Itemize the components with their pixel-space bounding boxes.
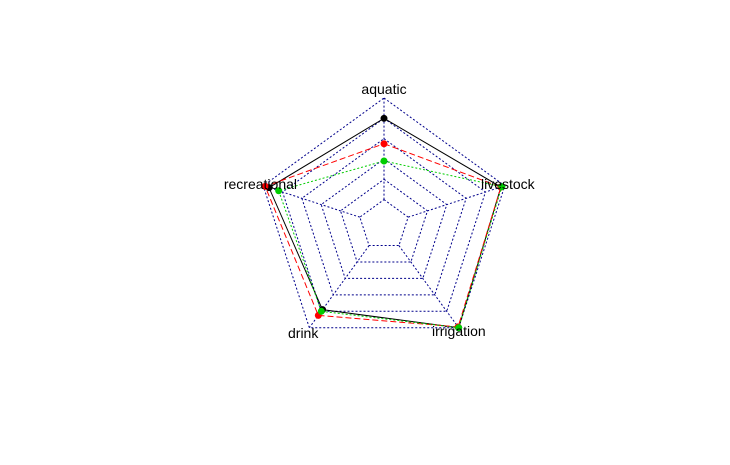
series-2-point-irrigation — [455, 324, 463, 332]
grid-ring-1 — [339, 178, 429, 263]
grid-spoke-livestock — [408, 185, 505, 218]
grid-spoke-irrigation — [398, 245, 460, 329]
series-2-point-drink — [317, 307, 325, 315]
series-1-line — [264, 143, 502, 328]
axis-label-livestock: livestock — [481, 176, 536, 192]
grid-ring-0 — [359, 198, 409, 247]
series-0-line — [268, 117, 502, 329]
grid-ring-5 — [262, 97, 506, 329]
series-2-point-aquatic — [380, 157, 388, 165]
axis-label-recreational: recreational — [224, 176, 297, 192]
axis-label-drink: drink — [288, 325, 319, 341]
grid-ring-3 — [301, 138, 467, 296]
radar-grid — [262, 97, 506, 329]
axis-label-irrigation: irrigation — [432, 323, 486, 339]
series-2-point-recreational — [275, 187, 283, 195]
grid-ring-4 — [281, 117, 487, 312]
axis-label-aquatic: aquatic — [361, 81, 406, 97]
series-2-point-livestock — [498, 183, 506, 191]
grid-ring-2 — [320, 158, 448, 279]
series-0-point-aquatic — [380, 114, 388, 122]
series-2-line — [278, 160, 503, 329]
axis-labels: aquatic livestock irrigation drink recre… — [224, 81, 536, 341]
radar-series — [261, 114, 506, 332]
series-1-point-aquatic — [380, 140, 388, 148]
series-1-point-recreational — [261, 182, 269, 190]
